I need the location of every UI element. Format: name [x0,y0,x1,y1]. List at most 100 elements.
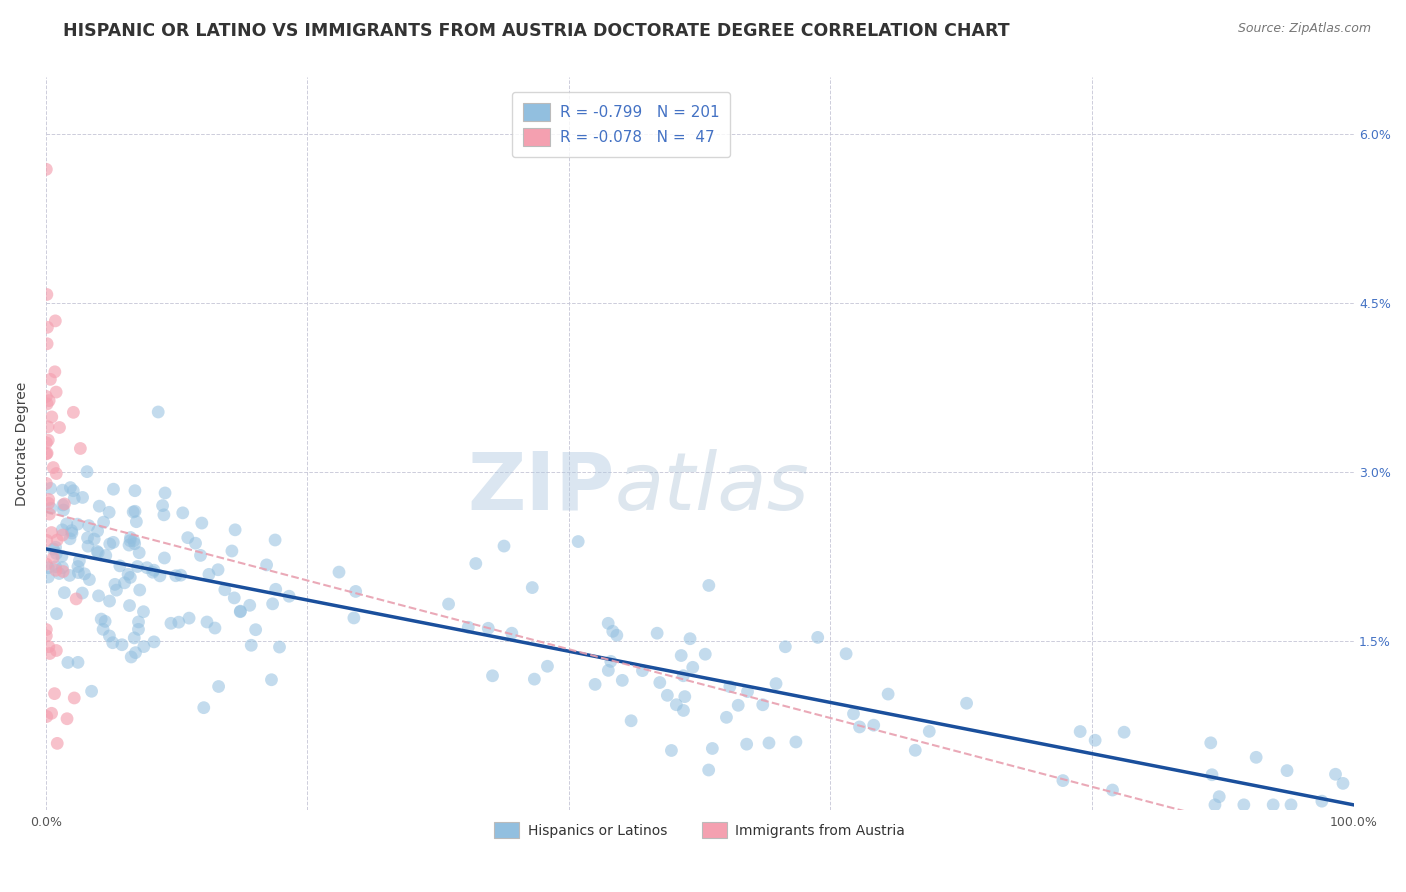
Point [1084,733,1107,747]
Point [53,585,76,599]
Point [598,664,620,678]
Point [76,531,98,545]
Point [536,659,558,673]
Point [835,647,858,661]
Point [103,482,125,496]
Point [94,615,117,629]
Point [45,563,67,577]
Point [90,612,112,626]
Point [51,523,73,537]
Point [62,405,84,419]
Point [63,690,86,705]
Point [114,575,136,590]
Point [1233,797,1256,812]
Point [1324,767,1347,781]
Point [93,515,115,529]
Point [58,568,80,582]
Point [53,497,76,511]
Point [918,724,941,739]
Point [143,635,166,649]
Point [35,287,58,301]
Point [87,589,110,603]
Point [35,389,58,403]
Point [56,656,79,670]
Point [695,647,717,661]
Point [785,735,807,749]
Point [98,537,121,551]
Point [35,435,58,450]
Point [1208,789,1230,804]
Point [44,314,66,328]
Point [51,560,73,574]
Point [59,481,82,495]
Point [1204,797,1226,812]
Point [260,673,283,687]
Point [672,703,695,717]
Point [38,496,60,510]
Point [648,675,671,690]
Point [52,498,75,512]
Point [38,640,60,654]
Point [207,563,229,577]
Point [86,544,108,558]
Point [45,607,67,621]
Point [344,584,367,599]
Point [673,690,696,704]
Point [735,737,758,751]
Point [91,623,114,637]
Point [877,687,900,701]
Point [122,505,145,519]
Point [60,526,83,541]
Point [44,540,66,554]
Point [63,491,86,506]
Point [718,680,741,694]
Point [98,505,121,519]
Point [702,741,724,756]
Point [172,506,194,520]
Point [165,568,187,582]
Point [60,524,83,538]
Point [111,638,134,652]
Point [37,560,59,574]
Point [45,559,67,574]
Point [66,517,89,532]
Point [207,680,229,694]
Point [120,533,142,548]
Point [128,582,150,597]
Point [606,628,628,642]
Point [39,501,62,516]
Point [38,393,60,408]
Point [1052,773,1074,788]
Point [195,615,218,629]
Point [51,483,73,498]
Point [751,698,773,712]
Point [132,640,155,654]
Point [153,486,176,500]
Point [1279,797,1302,812]
Point [224,523,246,537]
Point [52,503,75,517]
Point [160,616,183,631]
Point [481,669,503,683]
Point [118,599,141,613]
Point [665,698,688,712]
Point [35,709,58,723]
Point [104,577,127,591]
Point [79,573,101,587]
Point [67,566,90,580]
Point [278,589,301,603]
Point [328,565,350,579]
Point [955,696,977,710]
Point [153,508,176,522]
Point [477,621,499,635]
Point [37,336,59,351]
Point [198,567,221,582]
Point [42,542,65,557]
Point [256,558,278,572]
Point [149,569,172,583]
Point [1263,797,1285,812]
Point [148,405,170,419]
Point [142,566,165,580]
Point [239,599,262,613]
Point [98,594,121,608]
